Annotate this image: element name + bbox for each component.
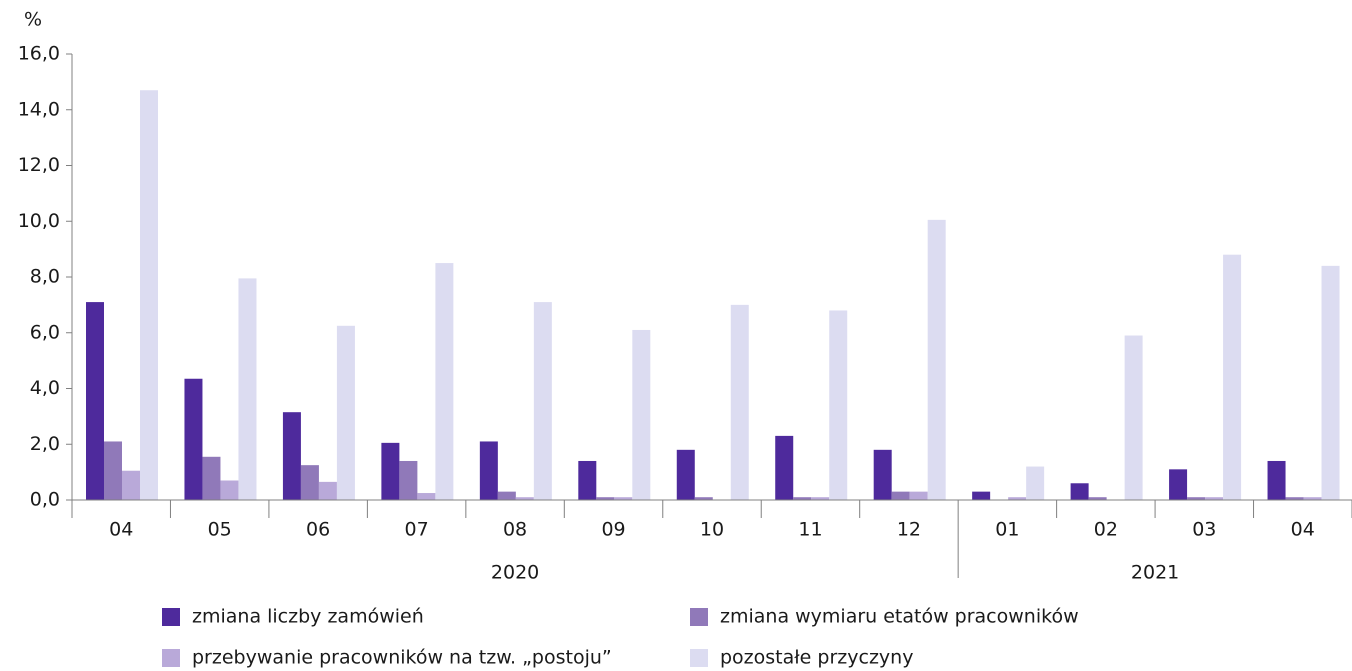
bar — [1088, 497, 1107, 500]
y-tick-label: 0,0 — [30, 489, 60, 511]
x-tick-label: 05 — [208, 519, 232, 541]
bar — [632, 329, 651, 500]
bar — [435, 263, 454, 500]
bar — [909, 491, 928, 500]
bar — [1070, 483, 1089, 500]
bar — [1267, 460, 1286, 500]
bar — [318, 481, 337, 500]
bar — [238, 278, 257, 500]
bar — [578, 460, 597, 500]
x-tick-label: 11 — [798, 519, 822, 541]
bar — [86, 302, 104, 500]
bar — [1285, 497, 1304, 500]
bar — [479, 441, 498, 500]
bar — [829, 310, 848, 500]
bar — [1205, 497, 1224, 500]
y-tick-label: 14,0 — [18, 98, 60, 120]
bar — [515, 497, 534, 500]
bar — [417, 493, 436, 500]
bar — [694, 497, 713, 500]
bar — [104, 441, 122, 500]
y-unit: % — [24, 9, 42, 31]
x-tick-label: 09 — [601, 519, 625, 541]
bar — [775, 435, 794, 500]
x-tick-label: 06 — [306, 519, 330, 541]
bar — [1124, 335, 1143, 500]
x-tick-label: 08 — [503, 519, 527, 541]
y-tick-label: 16,0 — [18, 43, 60, 65]
bar — [336, 325, 355, 500]
bar — [891, 491, 910, 500]
legend-swatch — [690, 649, 708, 667]
bar — [1008, 497, 1027, 500]
bar — [793, 497, 812, 500]
bar — [1169, 469, 1188, 500]
x-tick-label: 07 — [405, 519, 429, 541]
bar — [873, 449, 892, 500]
legend-swatch — [162, 608, 180, 626]
bar — [972, 491, 991, 500]
legend-label: przebywanie pracowników na tzw. „postoju… — [192, 647, 612, 669]
bar — [1303, 497, 1322, 500]
bar — [1187, 497, 1206, 500]
x-tick-label: 02 — [1094, 519, 1118, 541]
bar — [184, 378, 203, 500]
bar — [596, 497, 615, 500]
bar — [381, 442, 400, 500]
x-tick-label: 01 — [995, 519, 1019, 541]
legend-label: zmiana wymiaru etatów pracowników — [720, 606, 1079, 628]
bar — [811, 497, 830, 500]
bar — [300, 465, 319, 500]
bar — [614, 497, 633, 500]
bar — [497, 491, 516, 500]
legend-label: pozostałe przyczyny — [720, 647, 913, 669]
y-tick-label: 12,0 — [18, 154, 60, 176]
bar — [202, 456, 221, 500]
x-tick-label: 12 — [897, 519, 921, 541]
legend-swatch — [162, 649, 180, 667]
y-tick-label: 2,0 — [30, 433, 60, 455]
x-group-label: 2021 — [1131, 562, 1179, 584]
bar — [1223, 254, 1242, 500]
bar — [140, 90, 158, 501]
legend-swatch — [690, 608, 708, 626]
bar — [220, 480, 239, 500]
bar — [1026, 466, 1045, 500]
bar — [730, 304, 749, 500]
bar — [122, 470, 140, 500]
x-tick-label: 03 — [1192, 519, 1216, 541]
bar — [533, 302, 552, 500]
y-tick-label: 6,0 — [30, 321, 60, 343]
legend-label: zmiana liczby zamówień — [192, 606, 424, 628]
x-tick-label: 04 — [109, 519, 133, 541]
bar — [282, 412, 301, 500]
x-tick-label: 10 — [700, 519, 724, 541]
bar — [399, 460, 418, 500]
bar — [676, 449, 695, 500]
bar — [927, 219, 946, 500]
x-tick-label: 04 — [1291, 519, 1315, 541]
y-tick-label: 4,0 — [30, 377, 60, 399]
y-tick-label: 8,0 — [30, 266, 60, 288]
bar — [1321, 265, 1340, 500]
y-tick-label: 10,0 — [18, 210, 60, 232]
x-group-label: 2020 — [491, 562, 539, 584]
